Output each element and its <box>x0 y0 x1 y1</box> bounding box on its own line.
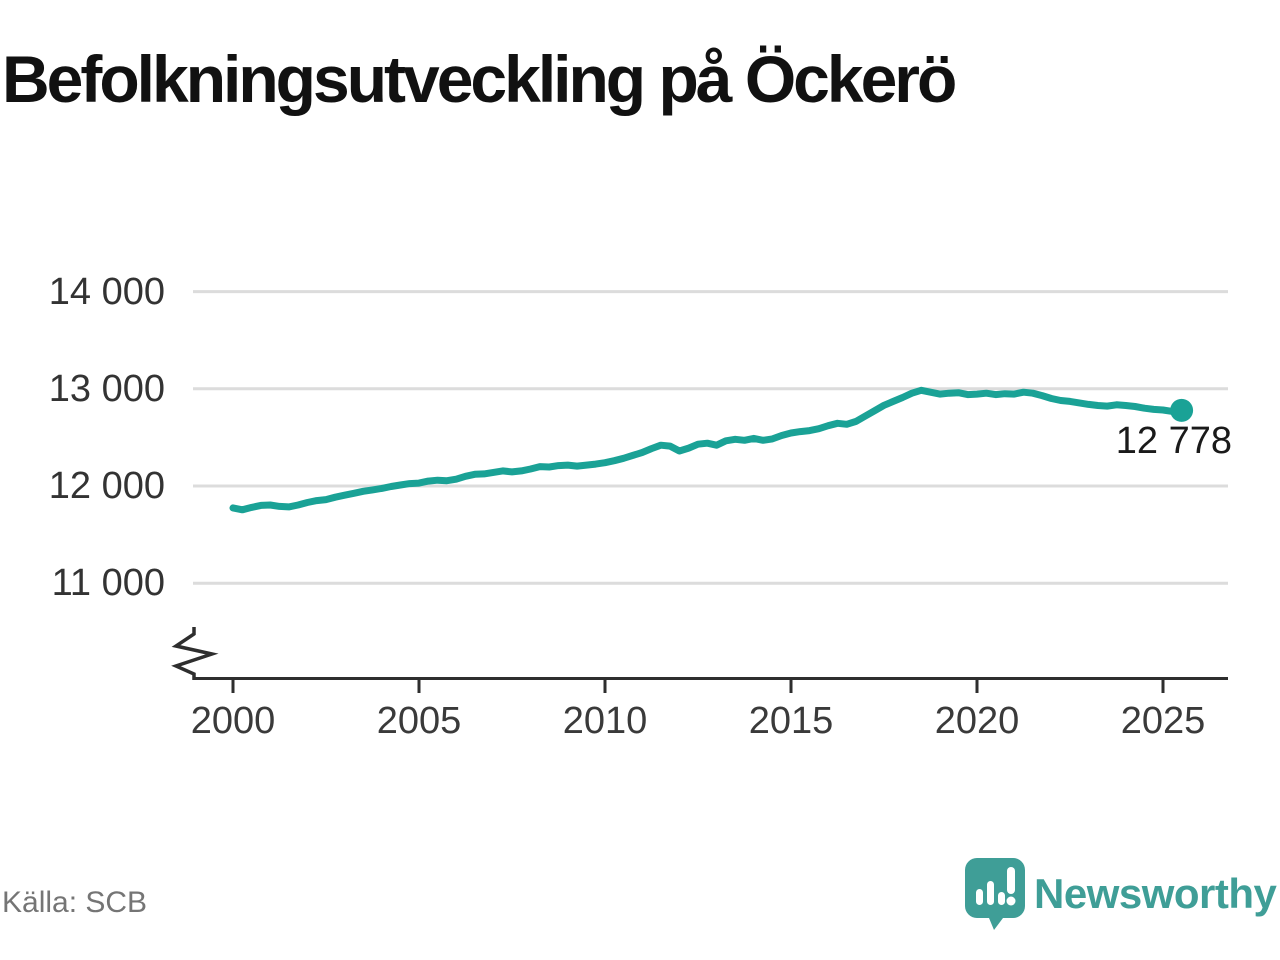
source-note: Källa: SCB <box>2 886 148 919</box>
newsworthy-speech-bubble-barchart-icon <box>965 858 1025 930</box>
y-tick-label-11000: 11 000 <box>51 562 165 604</box>
x-tick-label-2010: 2010 <box>562 700 648 742</box>
y-tick-label-14000: 14 000 <box>48 271 165 313</box>
x-axis-ticks <box>231 678 1165 693</box>
newsworthy-wordmark: Newsworthy <box>1034 870 1277 917</box>
page-title: Befolkningsutveckling på Öckerö <box>2 42 957 116</box>
y-tick-label-13000: 13 000 <box>48 368 165 410</box>
x-tick-label-2025: 2025 <box>1120 700 1206 742</box>
last-value-label: 12 778 <box>1115 420 1232 462</box>
newsworthy-logo: Newsworthy <box>963 856 1277 934</box>
x-tick-label-2005: 2005 <box>376 700 462 742</box>
x-tick-label-2020: 2020 <box>934 700 1020 742</box>
x-tick-label-2000: 2000 <box>190 700 276 742</box>
x-tick-label-2015: 2015 <box>748 700 834 742</box>
y-tick-label-12000: 12 000 <box>48 465 165 507</box>
y-axis-break-icon <box>171 627 219 680</box>
x-axis <box>194 677 1228 693</box>
